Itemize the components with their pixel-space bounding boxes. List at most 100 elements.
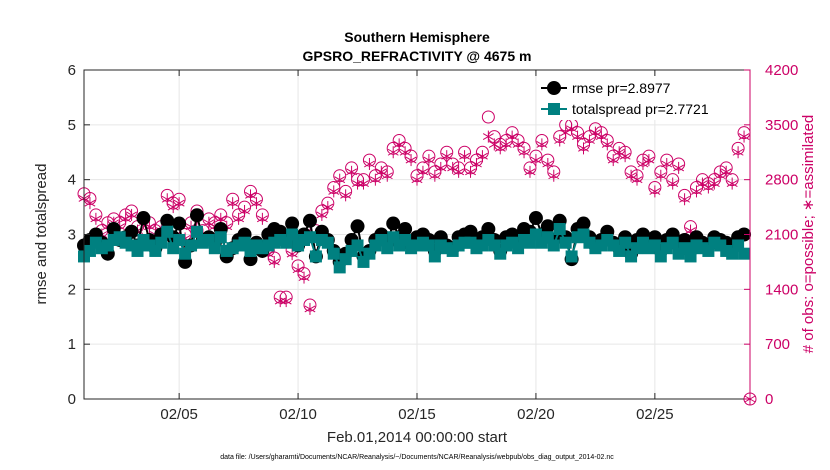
totalspread-point [173,233,186,246]
obs-assimilated-point [387,146,399,159]
obs-assimilated-point [673,161,685,174]
obs-assimilated-point [393,138,405,151]
y-left-tick-label: 0 [68,391,76,408]
y-right-tick-label: 2800 [765,172,798,189]
x-tick-label: 02/15 [398,406,436,423]
y-left-tick-label: 2 [68,281,76,298]
obs-assimilated-point [732,146,744,159]
totalspread-point [155,236,168,249]
totalspread-point [684,250,697,263]
obs-assimilated-point [619,150,631,163]
obs-assimilated-point [578,142,589,155]
series-layer [77,110,757,406]
axes: 02/05 02/10 02/15 02/20 02/25 0 1 2 3 4 5 6 0 700 1400… [68,62,799,423]
rmse-point [302,213,317,228]
rmse-point [528,211,543,226]
totalspread-point [208,242,221,255]
obs-assimilated-point [126,208,138,221]
obs-assimilated-point [322,201,334,214]
rmse-point [540,219,555,234]
obs-assimilated-point [601,138,613,151]
rmse-point [398,222,413,237]
totalspread-point [339,253,352,266]
footer-data-file: data file: /Users/gharamti/Documents/NCA… [220,454,614,461]
legend-spread-label: totalspread pr=2.7721 [572,101,709,117]
obs-assimilated-point [280,295,292,308]
rmse-point [576,216,591,231]
y-left-tick-label: 6 [68,62,76,79]
totalspread-point [726,247,739,260]
legend: rmse pr=2.8977 totalspread pr=2.7721 [538,76,744,120]
obs-assimilated-point [90,212,102,225]
totalspread-point [565,250,578,263]
legend-rmse-marker [547,81,561,95]
totalspread-point [179,247,192,260]
y-left-tick-label: 3 [68,227,76,244]
obs-assimilated-point [649,185,661,198]
totalspread-point [428,250,441,263]
obs-assimilated-point [84,197,96,210]
y-axis-right-label: # of obs: o=possible; ∗=assimilated [800,115,817,354]
obs-assimilated-point [346,165,358,178]
obs-assimilated-point [518,146,530,159]
totalspread-point [422,239,435,252]
totalspread-point [648,239,661,252]
obs-assimilated-point [292,263,304,276]
obs-assimilated-point [251,197,262,210]
y-left-tick-label: 5 [68,117,76,134]
obs-assimilated-point [726,177,738,190]
legend-box [538,76,744,120]
totalspread-point [381,242,394,255]
obs-assimilated-point [328,185,340,198]
obs-assimilated-point [607,154,619,167]
totalspread-point [351,239,364,252]
totalspread-point [494,247,507,260]
obs-assimilated-point [256,212,268,225]
obs-assimilated-point [441,150,453,163]
totalspread-point [619,236,632,249]
obs-assimilated-point [381,169,393,182]
obs-assimilated-point [173,197,185,210]
obs-assimilated-point [530,154,542,167]
totalspread-point [131,244,144,257]
x-axis-label: Feb.01,2014 00:00:00 start [327,429,508,446]
rmse-point [189,208,204,223]
obs-assimilated-point [566,122,578,135]
obs-possible-point [481,110,495,124]
legend-rmse-label: rmse pr=2.8977 [572,80,671,96]
obs-assimilated-point [334,173,346,186]
y-left-tick-label: 4 [68,172,76,189]
legend-spread-marker [548,103,560,115]
obs-assimilated-point [369,173,381,186]
totalspread-point [190,225,203,238]
obs-assimilated-point [554,134,566,147]
obs-assimilated-point [233,212,245,225]
totalspread-point [286,228,299,241]
obs-assimilated-point [584,134,595,147]
rmse-point [350,219,365,234]
obs-assimilated-point [679,193,691,206]
totalspread-point [185,239,198,252]
obs-assimilated-point [655,169,667,182]
totalspread-point [553,223,566,236]
obs-assimilated-point [298,271,310,284]
obs-assimilated-point [476,150,488,163]
x-tick-label: 02/10 [279,406,317,423]
obs-assimilated-point [720,165,732,178]
obs-assimilated-point [268,255,280,268]
totalspread-point [214,231,227,244]
obs-assimilated-point [340,189,352,202]
totalspread-point [309,250,322,263]
obs-assimilated-point [417,165,429,178]
obs-assimilated-point [465,165,476,178]
obs-assimilated-point [358,177,369,190]
obs-assimilated-point [738,130,750,143]
obs-assimilated-point [512,138,524,151]
obs-assimilated-point [691,185,702,198]
obs-assimilated-point [459,150,471,163]
obs-assimilated-point [429,169,441,182]
obs-assimilated-point [411,173,423,186]
obs-assimilated-point [399,146,411,159]
obs-assimilated-point [661,158,673,170]
obs-assimilated-point [435,161,447,174]
